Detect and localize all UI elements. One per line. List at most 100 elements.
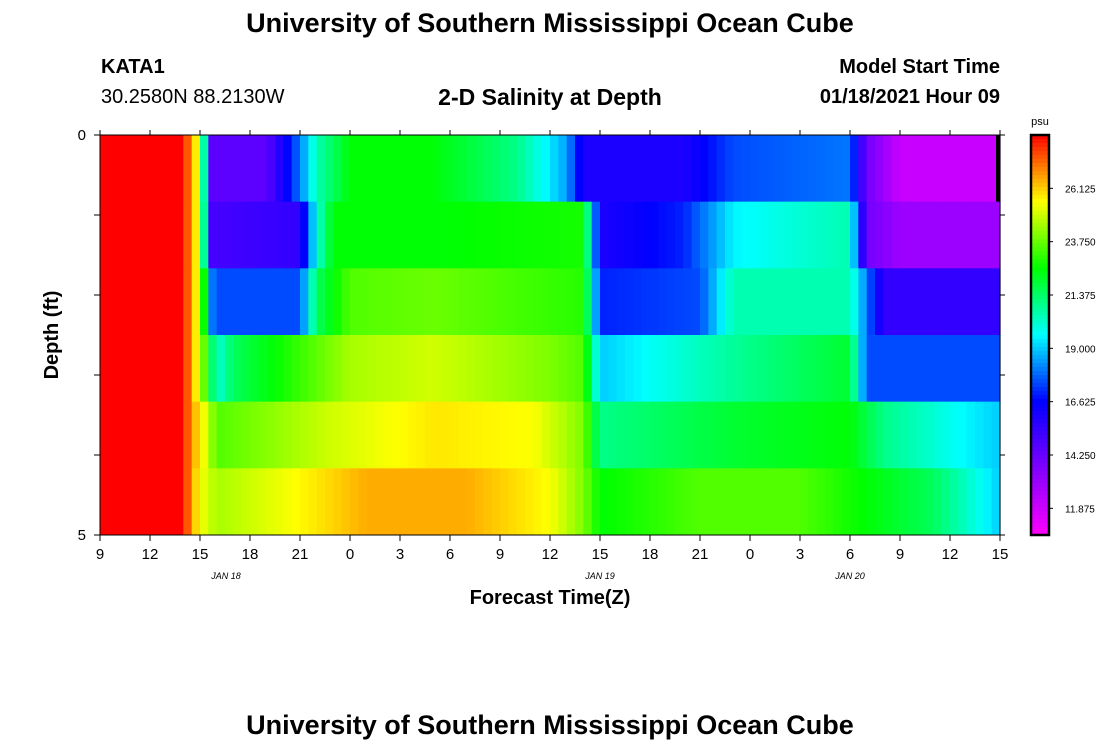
heatmap-cell [775,468,784,536]
heatmap-cell [958,135,968,203]
heatmap-cell [591,401,601,469]
heatmap-cell [833,268,843,336]
heatmap-cell [150,335,159,403]
heatmap-cell [708,335,718,403]
heatmap-cell [358,335,368,403]
heatmap-cell [100,268,109,336]
heatmap-cell [916,201,926,269]
heatmap-cell [333,335,343,403]
heatmap-cell [358,201,368,269]
heatmap-cell [316,401,326,469]
heatmap-cell [341,401,351,469]
heatmap-cell [200,468,209,536]
colorbar-segment [1031,411,1049,416]
colorbar-segment [1031,431,1049,436]
colorbar-segment [1031,475,1049,480]
colorbar-segment [1031,323,1049,328]
heatmap-cell [683,401,693,469]
heatmap-cell [700,201,709,269]
heatmap-cell [650,335,659,403]
heatmap-cell [508,135,518,203]
colorbar-segment [1031,207,1049,212]
heatmap-cell [991,401,1001,469]
heatmap-cell [991,268,1001,336]
heatmap-cell [608,468,618,536]
heatmap-cell [491,401,501,469]
heatmap-cell [833,335,843,403]
heatmap-cell [375,335,384,403]
x-tick-label: 0 [746,546,754,563]
heatmap-cell [241,468,251,536]
x-tick-label: 9 [896,546,904,563]
heatmap-cell [916,268,926,336]
heatmap-cell [141,401,151,469]
heatmap-cell [875,201,884,269]
heatmap-cell [575,468,584,536]
heatmap-cell [200,401,209,469]
heatmap-cell [558,401,568,469]
colorbar-segment [1031,447,1049,452]
heatmap-cell [583,401,593,469]
heatmap-cell [891,335,901,403]
heatmap-cell [433,401,443,469]
heatmap-cell [858,201,868,269]
x-tick-label: 6 [846,546,854,563]
heatmap-cell [466,335,476,403]
heatmap-cell [708,201,718,269]
colorbar-segment [1031,391,1049,396]
heatmap-cell [425,268,434,336]
heatmap-cell [141,201,151,269]
heatmap-cell [108,135,118,203]
heatmap-cell [566,468,576,536]
heatmap-cell [841,135,851,203]
heatmap-cell [841,268,851,336]
colorbar-segment [1031,451,1049,456]
heatmap-cell [483,268,493,336]
heatmap-cell [108,401,118,469]
heatmap-cell [516,468,526,536]
heatmap-cell [791,201,801,269]
colorbar-segment [1031,379,1049,384]
x-tick-label: 21 [292,546,309,563]
x-tick-label: 12 [942,546,959,563]
heatmap-cell [758,335,768,403]
heatmap-cell [391,401,401,469]
heatmap-cell [241,335,251,403]
heatmap-cell [716,201,726,269]
heatmap-cell [683,268,693,336]
heatmap-cell [541,135,551,203]
heatmap-cell [166,335,176,403]
heatmap-cell [825,201,834,269]
heatmap-cell [858,335,868,403]
heatmap-cell [975,135,984,203]
heatmap-cell [391,468,401,536]
colorbar-segment [1031,427,1049,432]
colorbar-segment [1031,347,1049,352]
heatmap-cell [175,268,184,336]
heatmap-cell [216,401,226,469]
heatmap-cell [383,135,393,203]
heatmap-cell [758,268,768,336]
heatmap-cell [900,201,909,269]
heatmap-cell [216,135,226,203]
heatmap-cell [241,135,251,203]
heatmap-cell [375,268,384,336]
heatmap-cell [291,268,301,336]
heatmap-cell [425,468,434,536]
heatmap-cell [325,468,334,536]
heatmap-cell [116,401,126,469]
heatmap-cell [358,401,368,469]
heatmap-cell [683,468,693,536]
heatmap-cell [875,401,884,469]
heatmap-cell [150,135,159,203]
heatmap-cell [233,268,243,336]
heatmap-cell [316,335,326,403]
heatmap-cell [708,268,718,336]
heatmap-cell [966,401,976,469]
heatmap-cell [925,401,934,469]
heatmap-cell [325,268,334,336]
chart-subtitle: 2-D Salinity at Depth [438,84,662,110]
heatmap-cell [508,268,518,336]
heatmap-cell [100,201,109,269]
heatmap-cell [583,335,593,403]
